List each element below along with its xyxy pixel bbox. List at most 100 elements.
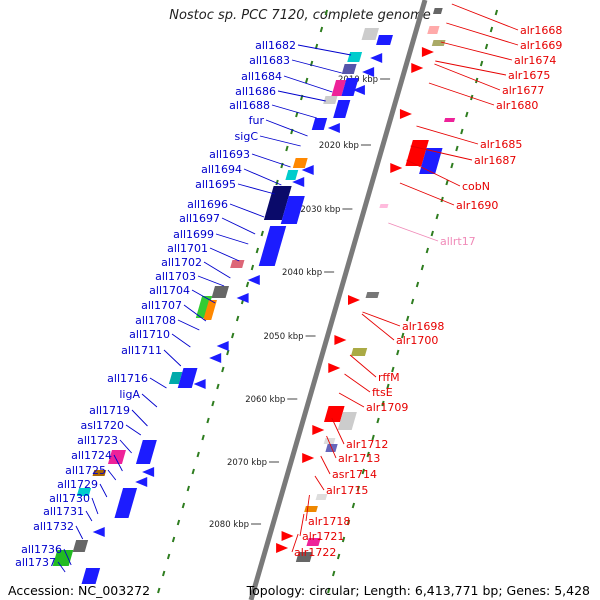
- gene-block: [195, 296, 213, 318]
- gene-block: [376, 35, 393, 45]
- track-dot: [250, 264, 255, 271]
- left-gene-leader: [291, 59, 342, 74]
- right-gene-label: asr1714: [332, 468, 377, 481]
- track-dot: [216, 383, 220, 390]
- right-gene-label: alr1674: [514, 54, 556, 67]
- right-gene-leader: [416, 125, 479, 145]
- left-gene-leader: [237, 183, 275, 195]
- track-dot: [460, 128, 464, 135]
- right-gene-label: alr1712: [346, 438, 388, 451]
- gene-block: [315, 494, 328, 500]
- gene-arrow: [399, 109, 412, 119]
- left-gene-leader: [197, 275, 225, 287]
- track-dot: [479, 60, 484, 67]
- left-gene-leader: [251, 153, 291, 168]
- right-gene-leader: [451, 3, 519, 31]
- gene-block: [323, 96, 338, 104]
- gene-block: [347, 52, 363, 62]
- left-gene-leader: [107, 469, 117, 481]
- left-gene-label: all1729: [57, 478, 98, 491]
- gene-block: [337, 412, 357, 430]
- track-dot: [415, 281, 420, 288]
- scale-tick-label: 2080 kbp: [209, 520, 249, 530]
- left-gene-label: all1710: [129, 328, 170, 341]
- right-gene-leader: [299, 513, 305, 537]
- gene-block: [350, 348, 368, 356]
- right-gene-leader: [349, 354, 377, 378]
- track-dot: [396, 349, 400, 356]
- track-dot: [157, 587, 161, 594]
- gene-block: [76, 488, 92, 496]
- gene-arrow: [421, 47, 434, 57]
- left-gene-leader: [265, 119, 308, 137]
- track-dot: [430, 230, 434, 237]
- track-dot: [226, 349, 230, 356]
- gene-block: [295, 552, 313, 562]
- track-dot: [275, 179, 279, 186]
- left-gene-label: all1711: [121, 344, 162, 357]
- left-gene-leader: [75, 525, 84, 540]
- gene-arrow: [370, 53, 383, 63]
- left-gene-label: all1684: [241, 70, 282, 83]
- left-gene-leader: [271, 104, 317, 119]
- gene-block: [331, 80, 347, 96]
- right-gene-label: rffM: [378, 371, 400, 384]
- right-gene-leader: [406, 159, 461, 187]
- gene-arrow: [216, 341, 229, 351]
- left-gene-label: asl1720: [80, 419, 124, 432]
- track-dot: [166, 553, 171, 560]
- track-dot: [331, 570, 336, 577]
- left-gene-leader: [125, 424, 142, 436]
- gene-block: [81, 568, 101, 584]
- left-gene-leader: [177, 319, 200, 331]
- track-dot: [196, 451, 200, 458]
- right-gene-leader: [446, 22, 519, 46]
- gene-block: [211, 286, 229, 298]
- left-gene-leader: [91, 497, 99, 515]
- left-gene-label: all1723: [77, 434, 118, 447]
- track-dot: [181, 502, 186, 509]
- track-dot: [376, 417, 380, 424]
- track-dot: [391, 366, 395, 373]
- left-gene-label: all1688: [229, 99, 270, 112]
- left-gene-leader: [113, 454, 123, 472]
- track-dot: [405, 315, 410, 322]
- right-gene-label: alr1687: [474, 154, 516, 167]
- left-gene-leader: [203, 261, 231, 279]
- left-gene-label: all1683: [249, 54, 290, 67]
- track-dot: [371, 434, 375, 441]
- left-gene-label: all1737: [15, 556, 56, 569]
- left-gene-leader: [209, 247, 240, 262]
- left-gene-label: all1697: [179, 212, 220, 225]
- right-gene-label: alr1721: [302, 530, 344, 543]
- track-dot: [401, 332, 405, 339]
- track-dot: [304, 77, 309, 84]
- left-gene-label: all1731: [43, 505, 84, 518]
- left-gene-label: all1695: [195, 178, 236, 191]
- track-dot: [440, 196, 444, 203]
- track-dot: [484, 43, 489, 50]
- gene-block: [323, 406, 345, 422]
- right-gene-leader: [428, 82, 495, 106]
- right-gene-label: cobN: [462, 180, 490, 193]
- right-gene-label: alr1680: [496, 99, 538, 112]
- gene-block: [52, 550, 74, 566]
- gene-block: [323, 438, 336, 444]
- scale-tick-label: 2060 kbp: [245, 395, 285, 405]
- track-dot: [494, 9, 499, 16]
- gene-block: [311, 118, 328, 130]
- accession-label: Accession: NC_003272: [8, 583, 151, 598]
- gene-arrow: [247, 275, 260, 285]
- track-dot: [435, 213, 439, 220]
- right-gene-label: alr1722: [294, 546, 336, 559]
- gene-arrow: [348, 295, 360, 305]
- gene-arrow: [302, 453, 315, 463]
- left-gene-label: all1699: [173, 228, 214, 241]
- gene-block: [304, 506, 318, 512]
- left-gene-leader: [149, 377, 167, 389]
- left-gene-label: all1686: [235, 85, 276, 98]
- right-gene-label: allrt17: [440, 235, 476, 248]
- gene-arrow: [312, 425, 325, 435]
- gene-arrow: [236, 293, 249, 303]
